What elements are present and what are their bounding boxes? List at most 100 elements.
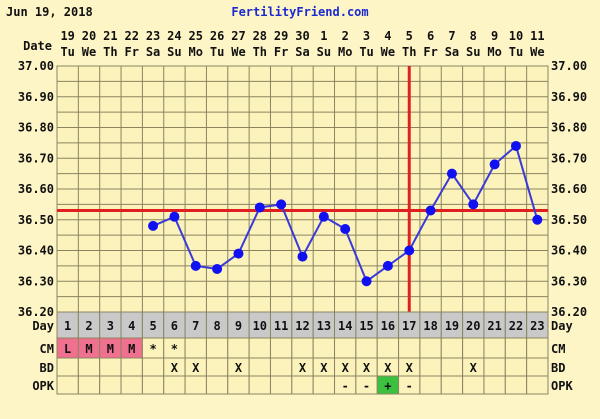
date-label: Date	[23, 39, 52, 53]
date-tick: 2	[342, 29, 349, 43]
cm-cell	[398, 337, 421, 359]
opk-cell	[163, 375, 186, 395]
bd-cell-value: X	[470, 361, 478, 375]
cm-cell	[248, 337, 271, 359]
bd-cell	[141, 357, 165, 377]
bd-cell	[205, 357, 229, 377]
weekday-tick: Su	[317, 45, 331, 59]
cm-cell	[291, 337, 314, 359]
y-tick-left: 36.70	[18, 151, 54, 165]
opk-cell	[504, 375, 528, 395]
cm-cell-value: *	[149, 342, 156, 356]
bd-cell	[483, 357, 506, 377]
day-cell-value: 1	[64, 319, 71, 333]
weekday-tick: Fr	[124, 45, 138, 59]
date-tick: 26	[210, 29, 224, 43]
day-cell-value: 4	[128, 319, 135, 333]
day-cell-value: 9	[235, 319, 242, 333]
opk-cell	[205, 375, 229, 395]
temperature-point	[169, 211, 180, 222]
opk-cell	[526, 375, 549, 395]
cm-cell	[440, 337, 464, 359]
bd-cell	[504, 357, 528, 377]
bd-row-label-right: BD	[551, 361, 565, 375]
date-tick: 23	[146, 29, 160, 43]
opk-cell	[141, 375, 165, 395]
cm-cell-value: *	[171, 342, 178, 356]
cm-cell	[526, 337, 549, 359]
weekday-tick: Tu	[60, 45, 74, 59]
date-tick: 11	[530, 29, 544, 43]
cm-cell	[184, 337, 207, 359]
day-cell-value: 3	[107, 319, 114, 333]
date-tick: 10	[509, 29, 523, 43]
bd-cell-value: X	[192, 361, 200, 375]
temperature-point	[212, 263, 223, 274]
opk-cell	[312, 375, 336, 395]
date-tick: 28	[253, 29, 267, 43]
weekday-tick: Th	[103, 45, 117, 59]
temperature-point	[425, 205, 436, 216]
y-tick-left: 37.00	[18, 59, 54, 73]
opk-cell	[56, 375, 79, 395]
bd-cell-value: X	[235, 361, 243, 375]
date-tick: 6	[427, 29, 434, 43]
temperature-point	[446, 168, 457, 179]
day-cell-value: 13	[317, 319, 331, 333]
weekday-tick: Mo	[189, 45, 203, 59]
date-tick: 29	[274, 29, 288, 43]
temperature-point	[468, 199, 479, 210]
date-tick: 22	[124, 29, 138, 43]
bd-cell	[248, 357, 271, 377]
weekday-tick: We	[82, 45, 96, 59]
weekday-tick: Su	[466, 45, 480, 59]
date-tick: 3	[363, 29, 370, 43]
day-cell-value: 19	[445, 319, 459, 333]
temperature-point	[532, 214, 543, 225]
temperature-point	[254, 202, 265, 213]
day-cell-value: 22	[509, 319, 523, 333]
date-tick: 27	[231, 29, 245, 43]
weekday-tick: Fr	[274, 45, 288, 59]
day-cell-value: 5	[149, 319, 156, 333]
cm-cell-value: L	[64, 342, 71, 356]
weekday-tick: Mo	[338, 45, 352, 59]
temperature-point	[404, 245, 415, 256]
weekday-tick: Th	[402, 45, 416, 59]
day-cell-value: 10	[253, 319, 267, 333]
y-tick-left: 36.30	[18, 274, 54, 288]
date-tick: 8	[470, 29, 477, 43]
temperature-point	[233, 248, 244, 259]
y-tick-right: 36.80	[551, 121, 587, 135]
y-tick-right: 36.40	[551, 244, 587, 258]
opk-row-label-right: OPK	[551, 379, 573, 393]
temperature-point	[148, 220, 159, 231]
day-cell-value: 23	[530, 319, 544, 333]
bd-cell-value: X	[299, 361, 307, 375]
date-tick: 30	[295, 29, 309, 43]
bd-cell-value: X	[363, 361, 371, 375]
cm-cell	[312, 337, 336, 359]
temperature-point	[276, 199, 287, 210]
day-cell-value: 16	[381, 319, 395, 333]
day-cell-value: 20	[466, 319, 480, 333]
cm-cell-value: M	[107, 342, 114, 356]
opk-cell-value: -	[406, 379, 413, 393]
day-cell-value: 14	[338, 319, 352, 333]
cm-cell-value: M	[128, 342, 135, 356]
day-cell-value: 2	[85, 319, 92, 333]
date-tick: 24	[167, 29, 181, 43]
opk-cell-value: -	[363, 379, 370, 393]
cm-cell	[227, 337, 250, 359]
day-cell-value: 17	[402, 319, 416, 333]
weekday-tick: Tu	[359, 45, 373, 59]
temperature-point	[510, 140, 521, 151]
opk-row-label: OPK	[32, 379, 54, 393]
cm-cell	[462, 337, 485, 359]
temperature-point	[297, 251, 308, 262]
y-tick-right: 37.00	[551, 59, 587, 73]
cm-cell	[205, 337, 229, 359]
temperature-point	[382, 260, 393, 271]
date-tick: 21	[103, 29, 117, 43]
